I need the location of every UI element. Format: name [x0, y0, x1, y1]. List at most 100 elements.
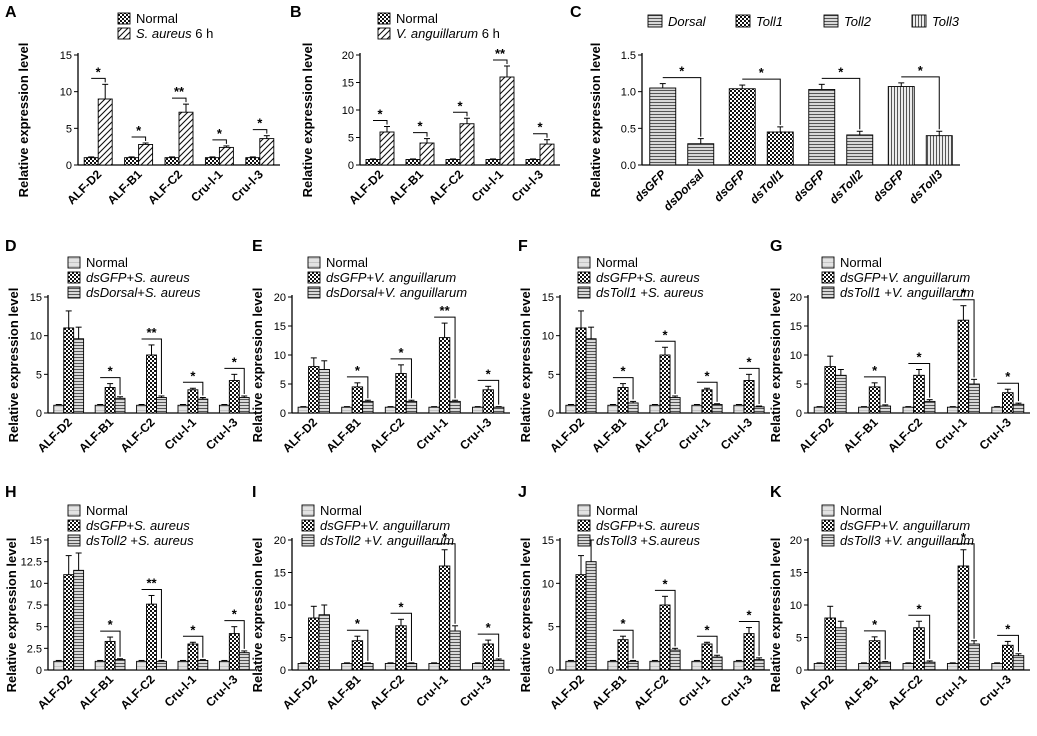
- y-tick-label: 5: [36, 622, 42, 634]
- significance-marker: *: [746, 354, 752, 369]
- legend-swatch: [735, 14, 751, 28]
- significance-marker: *: [872, 617, 878, 632]
- significance-marker: *: [442, 530, 448, 545]
- bar: [228, 633, 240, 671]
- legend-label: dsToll3 +V. anguillarum: [840, 533, 974, 548]
- significance-bracket: [453, 111, 468, 117]
- y-tick-label: 10: [30, 578, 42, 590]
- y-tick-label: 10: [542, 578, 554, 590]
- significance-marker: *: [355, 616, 361, 631]
- bar: [365, 159, 381, 166]
- bar: [957, 565, 970, 671]
- x-category-label: ALF-C2: [367, 672, 407, 712]
- panel-letter: K: [770, 484, 782, 501]
- bar: [858, 406, 870, 414]
- bar: [669, 649, 681, 671]
- significance-marker: **: [174, 84, 185, 99]
- bar: [913, 627, 925, 671]
- bar: [384, 406, 397, 414]
- bar: [341, 663, 353, 671]
- y-tick-label: 5: [548, 622, 554, 634]
- x-category-label: Cru-Ⅰ-1: [676, 415, 714, 453]
- x-category-label: ALF-D2: [35, 415, 75, 455]
- x-category-label: dsToll1: [747, 167, 787, 207]
- significance-marker: *: [257, 116, 263, 131]
- significance-marker: *: [872, 363, 878, 378]
- bar: [136, 404, 147, 414]
- significance-bracket: [662, 77, 702, 137]
- y-tick-label: 5: [796, 633, 802, 645]
- x-category-label: ALF-D2: [796, 415, 836, 455]
- bar: [1002, 392, 1014, 414]
- significance-bracket: [252, 129, 268, 134]
- bar: [813, 406, 826, 414]
- bar: [73, 569, 85, 671]
- legend-label: Normal: [320, 503, 362, 518]
- panel-letter: A: [5, 4, 17, 21]
- bar: [946, 406, 959, 414]
- bar: [438, 337, 451, 414]
- significance-bracket: [141, 338, 162, 394]
- bar: [104, 387, 116, 414]
- legend-swatch: [67, 534, 81, 547]
- legend-swatch: [577, 271, 591, 284]
- x-category-label: ALF-D2: [35, 672, 75, 712]
- significance-bracket: [100, 377, 121, 395]
- bar: [946, 663, 959, 671]
- y-tick-label: 5: [280, 633, 286, 645]
- bar: [575, 574, 587, 671]
- bar: [472, 663, 484, 671]
- legend-label: Toll1: [756, 14, 783, 29]
- y-tick-label: 0: [280, 408, 286, 420]
- x-category-label: ALF-D2: [547, 415, 587, 455]
- bar: [136, 660, 147, 671]
- x-category-label: dsGFP: [632, 167, 670, 205]
- x-category-label: ALF-C2: [367, 415, 407, 455]
- x-category-label: ALF-B1: [323, 672, 363, 712]
- significance-bracket: [654, 589, 676, 647]
- bar: [482, 389, 494, 414]
- bar: [617, 639, 629, 671]
- bar: [1012, 655, 1025, 671]
- legend-label: dsToll2 +S. aureus: [86, 533, 194, 548]
- significance-bracket: [952, 543, 975, 639]
- panel-h: H Relative expression level 0 2.5 5 7.5 10 12.5…: [4, 484, 255, 712]
- x-category-label: ALF-B1: [76, 415, 116, 455]
- bar: [585, 561, 597, 671]
- bar: [97, 98, 113, 166]
- y-tick-label: 5: [66, 123, 72, 135]
- significance-marker: *: [486, 620, 492, 635]
- x-category-label: Cru-Ⅰ-3: [509, 167, 547, 205]
- bar: [395, 373, 407, 414]
- bar: [351, 640, 364, 671]
- y-tick-label: 20: [274, 535, 286, 547]
- significance-marker: *: [457, 98, 463, 113]
- significance-marker: *: [232, 354, 238, 369]
- bar: [766, 131, 794, 166]
- significance-marker: *: [398, 345, 404, 360]
- bar: [743, 633, 755, 671]
- legend-label: Normal: [326, 255, 368, 270]
- bar: [138, 144, 154, 166]
- x-category-label: ALF-D2: [280, 415, 320, 455]
- significance-bracket: [224, 367, 245, 394]
- bar: [879, 405, 892, 414]
- bar: [146, 354, 157, 414]
- legend-swatch: [577, 286, 591, 299]
- legend-label: V. anguillarum 6 h: [396, 26, 500, 41]
- legend-swatch: [117, 12, 131, 25]
- significance-bracket: [182, 381, 204, 396]
- significance-bracket: [212, 139, 227, 144]
- bar: [197, 398, 209, 414]
- significance-bracket: [654, 340, 676, 394]
- significance-bracket: [346, 376, 369, 399]
- bar: [539, 143, 555, 166]
- bar: [405, 400, 418, 414]
- significance-marker: *: [377, 107, 383, 122]
- bar: [659, 354, 671, 414]
- bar: [733, 404, 745, 414]
- legend-swatch: [577, 504, 591, 517]
- bar: [308, 366, 320, 414]
- x-category-label: Cru-Ⅰ-3: [977, 415, 1015, 453]
- bar: [868, 386, 881, 414]
